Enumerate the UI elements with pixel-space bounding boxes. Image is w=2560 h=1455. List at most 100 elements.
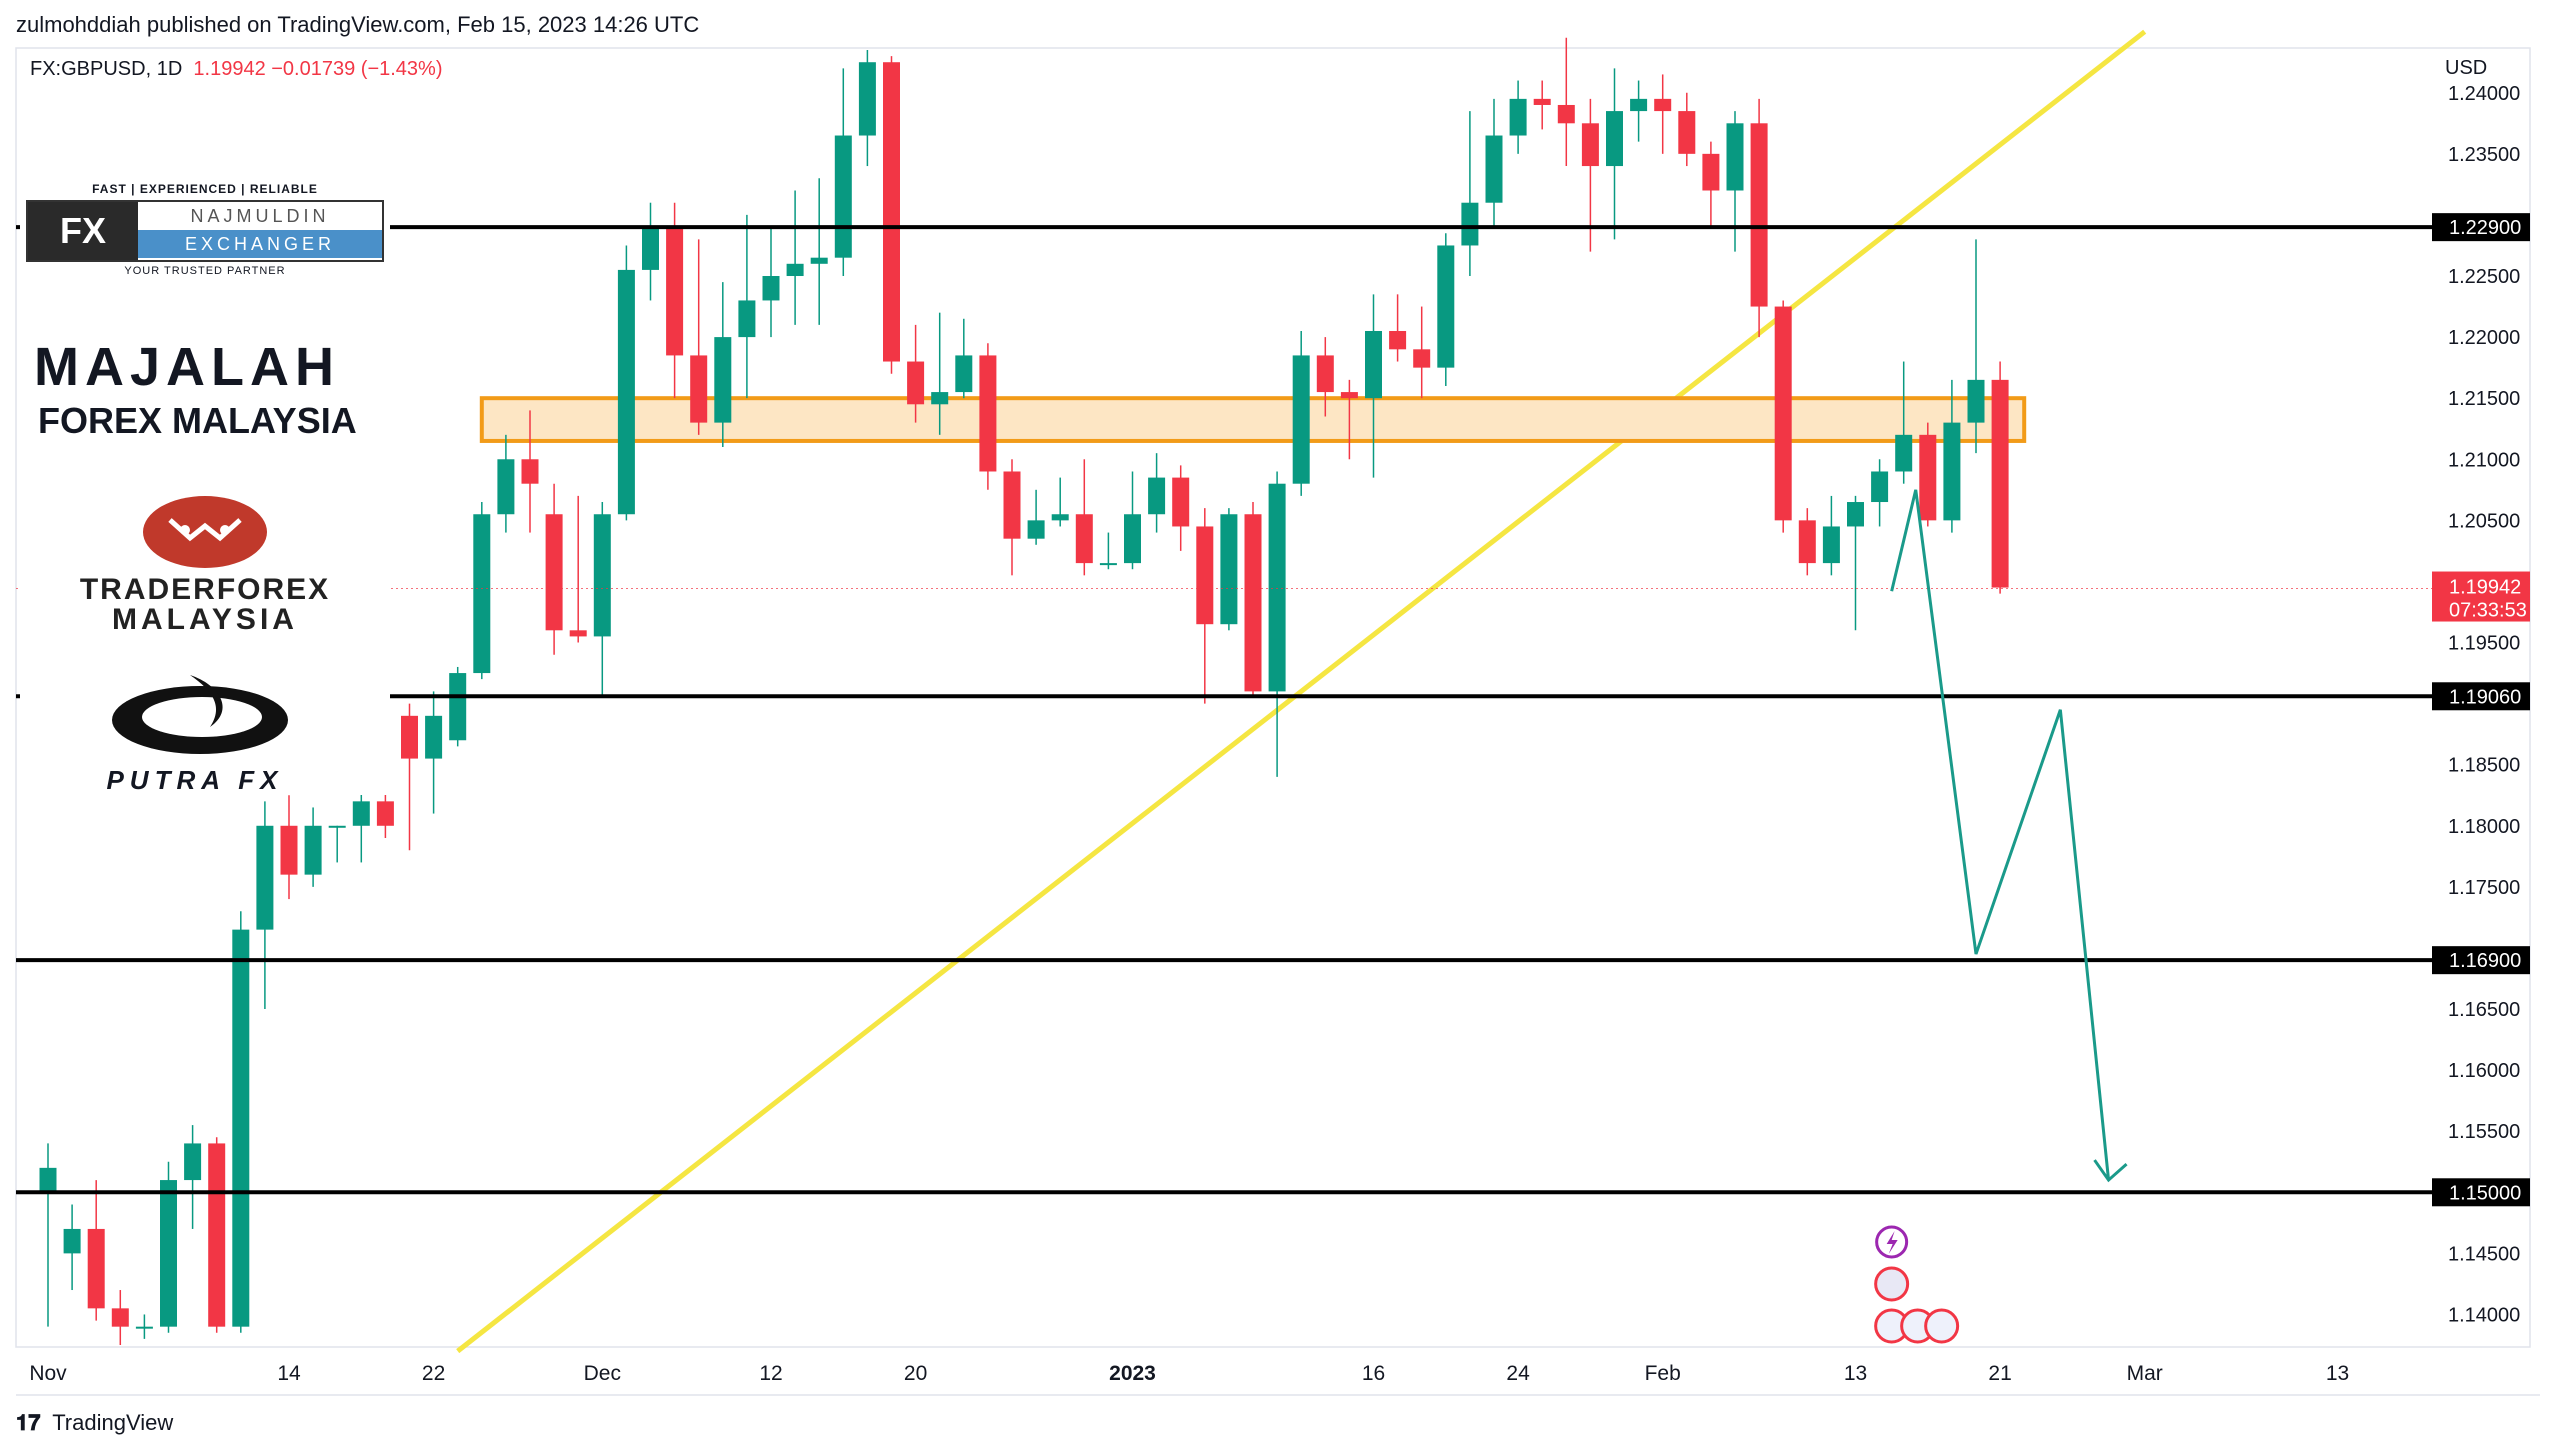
time-tick-label: 21: [1988, 1362, 2011, 1385]
candle-body: [1075, 514, 1093, 564]
candle-body: [1557, 104, 1575, 124]
candle-body: [1389, 330, 1407, 350]
fx-name2: EXCHANGER: [138, 230, 382, 258]
level-price-label: 1.19060: [2449, 686, 2521, 708]
candle-body: [280, 825, 298, 875]
trader-line1: TRADERFOREX: [79, 573, 331, 606]
candle-body: [642, 227, 659, 270]
candle-body: [617, 269, 635, 515]
current-price-tag[interactable]: [2432, 571, 2530, 622]
candle-body: [1196, 526, 1214, 625]
fx-mark: FX: [28, 202, 138, 260]
lightning-glyph: [1886, 1231, 1898, 1254]
time-tick-label: 2023: [1109, 1362, 1156, 1385]
candle-body: [1895, 434, 1913, 472]
candle-body: [352, 801, 370, 826]
candle-body: [1220, 514, 1238, 625]
candle-body: [135, 1326, 153, 1329]
candle-body: [883, 62, 900, 362]
time-axis[interactable]: Nov 14 22 Dec 12 20 2023 16 24 Feb 13 21 Mar 13: [29, 1362, 2349, 1385]
price-tick-label: 1.21000: [2448, 449, 2520, 471]
level-price-tag[interactable]: [2432, 682, 2530, 711]
price-tick-label: 1.21500: [2448, 388, 2520, 410]
price-tick-label: 1.18500: [2448, 755, 2520, 777]
candle-body: [955, 355, 973, 393]
trendline[interactable]: [456, 29, 2147, 1354]
tradingview-brand[interactable]: 𝟏𝟕 TradingView: [16, 1410, 173, 1436]
candles: [39, 37, 2009, 1345]
candle-body: [690, 355, 708, 423]
ascending-trendline[interactable]: [456, 29, 2147, 1354]
resistance-zone[interactable]: [479, 396, 2027, 443]
uk-flag-icon[interactable]: [1874, 1266, 1910, 1302]
candle-body: [666, 227, 684, 356]
candle-body: [1340, 392, 1358, 399]
candle-body: [1413, 349, 1431, 368]
current-price-label: 1.19942: [2449, 577, 2521, 599]
candle-body: [1124, 514, 1141, 564]
candle-body: [1822, 526, 1840, 564]
projection-arrowhead: [2093, 1159, 2128, 1183]
level-price-tag[interactable]: [2432, 213, 2530, 242]
candle-body: [1630, 98, 1648, 112]
symbol-name: FX:GBPUSD, 1D: [30, 58, 183, 80]
time-tick-label: Feb: [1645, 1362, 1681, 1385]
resistance-zone-box[interactable]: [479, 396, 2027, 443]
candle-body: [1702, 153, 1720, 191]
trader-line2: MALAYSIA: [112, 603, 298, 636]
candle-body: [1798, 520, 1816, 564]
candle-body: [1172, 477, 1190, 527]
time-tick-label: 20: [904, 1362, 927, 1385]
tv-logo-icon: 𝟏𝟕: [16, 1410, 41, 1435]
putra-fx-logo: PUTRA FX: [20, 665, 390, 795]
candle-body: [1533, 98, 1551, 105]
candle-body: [1871, 471, 1889, 503]
projection-polyline[interactable]: [1890, 489, 2111, 1181]
candle-body: [786, 263, 804, 277]
price-tick-label: 1.14500: [2448, 1243, 2520, 1265]
price-tick-label: 1.14000: [2448, 1304, 2520, 1326]
candle-body: [1268, 483, 1286, 692]
fx-name1: NAJMULDIN: [138, 202, 382, 230]
uk-flag-icon[interactable]: [1924, 1308, 1960, 1344]
price-tick-label: 1.18000: [2448, 816, 2520, 838]
candle-body: [111, 1308, 129, 1327]
price-tick-label: 1.24000: [2448, 83, 2520, 105]
candle-body: [87, 1228, 105, 1309]
projection-path[interactable]: [1890, 489, 2128, 1183]
candle-body: [208, 1143, 226, 1327]
level-price-tag[interactable]: [2432, 1178, 2530, 1207]
level-price-label: 1.16900: [2449, 950, 2521, 972]
fx-sub: YOUR TRUSTED PARTNER: [124, 265, 286, 277]
candle-body: [714, 337, 732, 423]
price-axis[interactable]: USD 1.14000 1.14500 1.15500 1.16000 1.16500 1.…: [2432, 57, 2530, 1326]
candle-body: [1581, 123, 1599, 167]
candle-body: [1726, 123, 1744, 191]
price-tick-label: 1.19500: [2448, 633, 2520, 655]
symbol-legend[interactable]: FX:GBPUSD, 1D 1.19942 −0.01739 (−1.43%): [30, 58, 443, 81]
time-tick-label: 16: [1362, 1362, 1385, 1385]
candle-body: [328, 825, 346, 828]
candle-body: [931, 392, 949, 405]
majalah-line1: MAJALAH: [34, 337, 340, 397]
traderforex-logo: TRADERFOREX MALAYSIA: [20, 490, 390, 635]
putra-swirl-icon: [112, 675, 288, 754]
time-tick-label: Mar: [2127, 1362, 2163, 1385]
horizontal-levels[interactable]: [16, 225, 2440, 1195]
event-icons[interactable]: [1874, 1225, 1960, 1344]
level-price-tag[interactable]: [2432, 946, 2530, 975]
candle-body: [1654, 98, 1672, 112]
candle-body: [1774, 306, 1792, 521]
candle-body: [593, 514, 611, 637]
fx-najmuldin-logo: FAST | EXPERIENCED | RELIABLE FX NAJMULD…: [20, 130, 390, 280]
time-tick-label: 14: [277, 1362, 301, 1385]
candle-body: [1316, 355, 1334, 393]
candle-body: [738, 300, 756, 338]
price-tick-label: 1.17500: [2448, 877, 2520, 899]
candle-body: [256, 825, 274, 930]
candle-body: [1437, 245, 1455, 368]
candle-body: [1678, 111, 1696, 154]
price-tick-label: 1.23500: [2448, 144, 2520, 166]
countdown-label: 07:33:53: [2449, 600, 2527, 622]
